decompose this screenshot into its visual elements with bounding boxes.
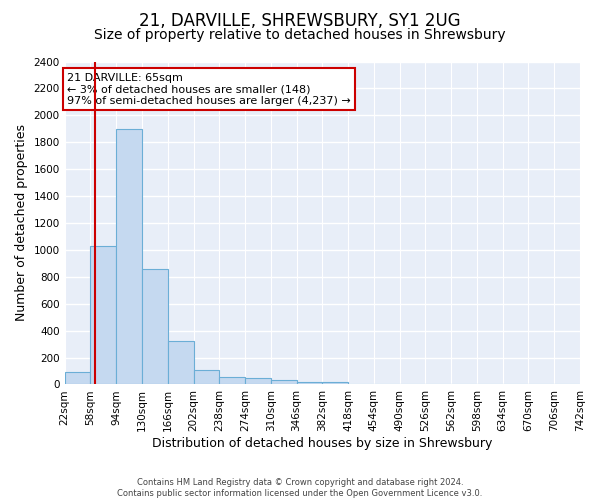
Bar [271, 380, 296, 384]
Bar [219, 377, 245, 384]
Text: Contains HM Land Registry data © Crown copyright and database right 2024.
Contai: Contains HM Land Registry data © Crown c… [118, 478, 482, 498]
Bar [193, 370, 219, 384]
Y-axis label: Number of detached properties: Number of detached properties [15, 124, 28, 322]
Text: 21, DARVILLE, SHREWSBURY, SY1 2UG: 21, DARVILLE, SHREWSBURY, SY1 2UG [139, 12, 461, 30]
Text: Size of property relative to detached houses in Shrewsbury: Size of property relative to detached ho… [94, 28, 506, 42]
Text: 21 DARVILLE: 65sqm
← 3% of detached houses are smaller (148)
97% of semi-detache: 21 DARVILLE: 65sqm ← 3% of detached hous… [67, 73, 351, 106]
Bar [65, 372, 91, 384]
Bar [142, 268, 168, 384]
Bar [322, 382, 348, 384]
Bar [91, 246, 116, 384]
Bar [168, 342, 193, 384]
Bar [245, 378, 271, 384]
Bar [296, 382, 322, 384]
X-axis label: Distribution of detached houses by size in Shrewsbury: Distribution of detached houses by size … [152, 437, 493, 450]
Bar [116, 129, 142, 384]
